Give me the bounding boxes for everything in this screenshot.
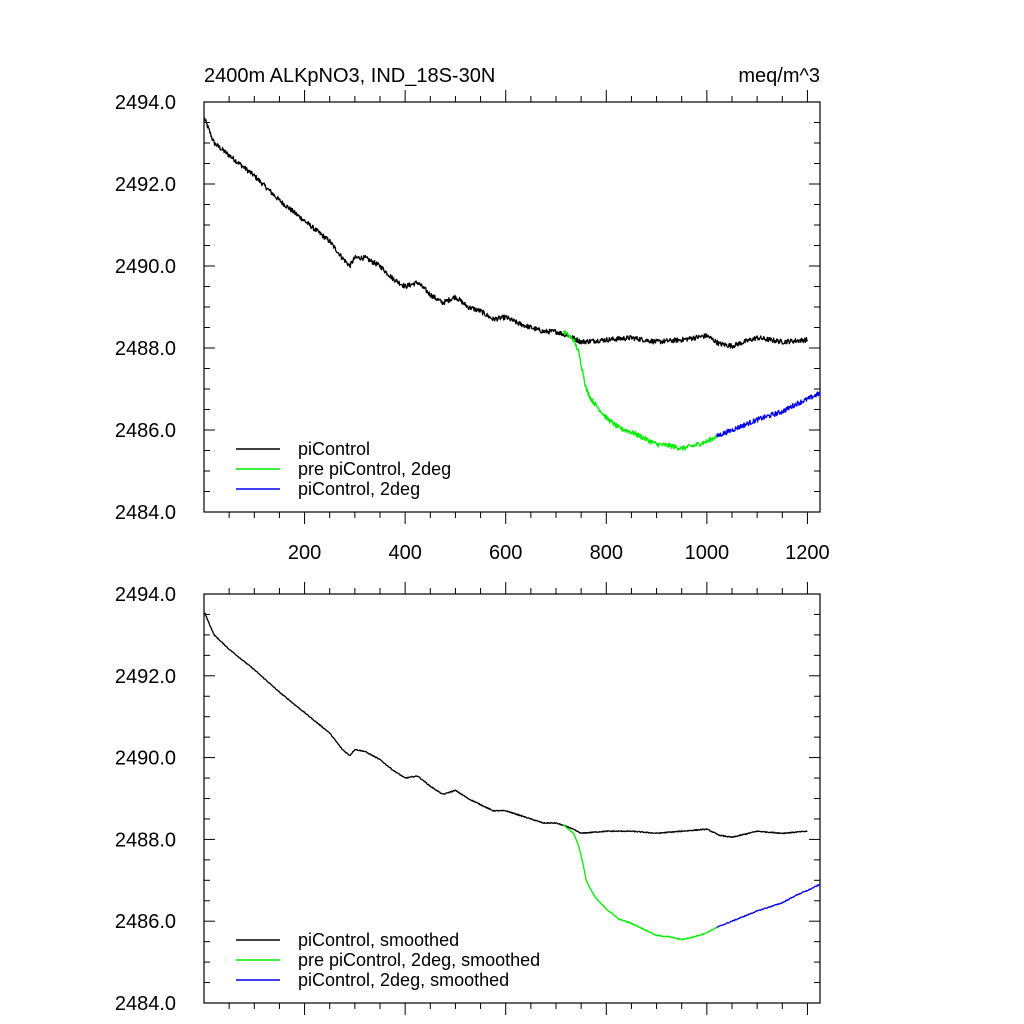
legend-label: pre piControl, 2deg xyxy=(298,459,451,479)
series-line-2 xyxy=(563,824,718,941)
legend-label: piControl xyxy=(298,439,370,459)
y-tick-label: 2492.0 xyxy=(115,666,176,688)
y-tick-label: 2484.0 xyxy=(115,502,176,524)
y-tick-label: 2490.0 xyxy=(115,748,176,770)
series-line-1 xyxy=(204,612,808,839)
series-line-1 xyxy=(204,117,809,349)
plot-frame xyxy=(203,101,821,513)
series-line-2 xyxy=(563,330,718,451)
x-tick-label: 600 xyxy=(489,542,522,564)
y-tick-label: 2492.0 xyxy=(115,174,176,196)
bottom-panel: 2484.0 2486.0 2488.0 2490.0 2492.0 2494.0 piCo… xyxy=(115,582,821,1015)
y-tick-label: 2490.0 xyxy=(115,256,176,278)
plot-frame xyxy=(203,593,821,1004)
chart-title: 2400m ALKpNO3, IND_18S-30N xyxy=(204,65,495,87)
x-tick-label: 400 xyxy=(388,542,421,564)
x-tick-label: 1000 xyxy=(685,542,730,564)
series-line-3 xyxy=(716,391,821,438)
legend-label: pre piControl, 2deg, smoothed xyxy=(298,950,540,970)
y-tick-label: 2494.0 xyxy=(115,92,176,114)
y-tick-label: 2488.0 xyxy=(115,829,176,851)
y-tick-label: 2484.0 xyxy=(115,993,176,1015)
y-tick-label: 2488.0 xyxy=(115,338,176,360)
y-tick-label: 2486.0 xyxy=(115,911,176,933)
top-panel: 2400m ALKpNO3, IND_18S-30N meq/m^3 2484.… xyxy=(115,65,830,564)
x-tick-label: 800 xyxy=(590,542,623,564)
legend-label: piControl, smoothed xyxy=(298,930,459,950)
y-tick-label: 2494.0 xyxy=(115,584,176,606)
series-line-3 xyxy=(716,883,821,928)
y-tick-label: 2486.0 xyxy=(115,420,176,442)
legend-label: piControl, 2deg, smoothed xyxy=(298,970,509,990)
units-label: meq/m^3 xyxy=(738,65,820,87)
x-tick-label: 1200 xyxy=(785,542,830,564)
legend-label: piControl, 2deg xyxy=(298,479,420,499)
x-tick-label: 200 xyxy=(288,542,321,564)
